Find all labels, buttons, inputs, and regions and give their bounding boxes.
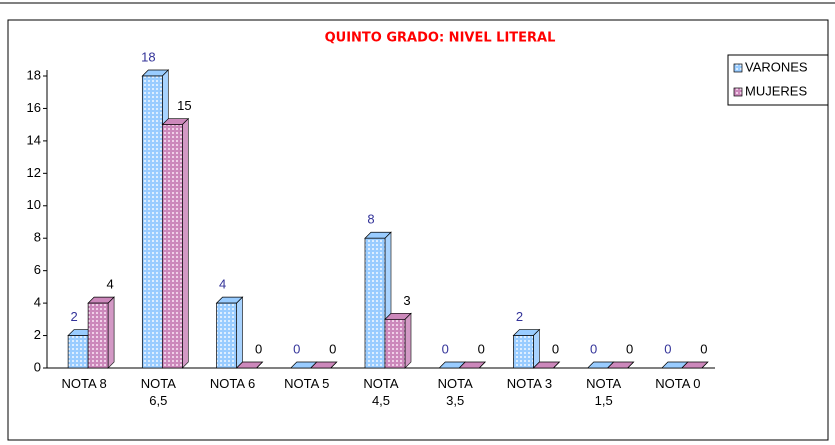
bar (216, 302, 237, 369)
y-tick-label: 16 (27, 100, 41, 115)
value-label: 8 (367, 212, 374, 227)
x-tick-label: NOTA 3 (506, 376, 553, 391)
value-label: 0 (329, 341, 336, 356)
bar-side (553, 361, 560, 369)
legend-swatch (733, 63, 743, 73)
y-tick-label: 8 (34, 230, 41, 245)
y-tick-label: 2 (34, 327, 41, 342)
bar-side (701, 361, 709, 369)
value-label: 18 (141, 49, 155, 64)
bar-side (404, 312, 412, 369)
bar (513, 335, 534, 369)
bar (87, 302, 109, 369)
legend (727, 54, 829, 106)
bar-side (181, 117, 189, 369)
x-tick-label: NOTA 4,5 (363, 376, 399, 408)
value-label: 2 (70, 309, 77, 324)
value-label: 0 (700, 341, 707, 356)
bar-side (533, 328, 540, 369)
y-tick-label: 14 (27, 132, 41, 147)
value-label: 0 (293, 341, 300, 356)
bar-side (627, 361, 634, 369)
y-tick-label: 18 (27, 67, 41, 82)
bar-side (330, 361, 338, 369)
value-label: 0 (442, 341, 449, 356)
legend-label: VARONES (745, 59, 808, 74)
value-label: 0 (590, 341, 597, 356)
y-tick-label: 12 (27, 165, 41, 180)
y-tick-label: 0 (34, 359, 41, 374)
x-tick-label: NOTA 3,5 (437, 376, 473, 408)
x-tick-label: NOTA 1,5 (586, 376, 622, 408)
value-label: 15 (177, 98, 191, 113)
bar (161, 124, 183, 369)
value-label: 4 (219, 277, 226, 292)
chart-title: QUINTO GRADO: NIVEL LITERAL (325, 31, 556, 46)
y-tick-label: 10 (27, 197, 41, 212)
legend-label: MUJERES (745, 83, 807, 98)
bar (364, 237, 386, 369)
value-label: 0 (552, 341, 559, 356)
x-tick-label: NOTA 0 (655, 376, 701, 391)
value-label: 0 (255, 341, 262, 356)
bar-side (107, 296, 115, 369)
x-tick-label: NOTA 5 (284, 376, 330, 391)
x-tick-label: NOTA 6 (209, 376, 256, 391)
bar-side (478, 361, 486, 369)
bar (67, 335, 89, 369)
x-tick-label: NOTA 6,5 (140, 376, 176, 408)
value-label: 0 (478, 341, 485, 356)
value-label: 2 (516, 309, 523, 324)
y-tick-label: 6 (34, 262, 41, 277)
value-label: 0 (626, 341, 633, 356)
y-tick-label: 4 (34, 295, 41, 310)
value-label: 3 (403, 293, 410, 308)
value-label: 4 (106, 277, 113, 292)
bar-side (256, 361, 263, 369)
bar (384, 318, 406, 369)
bar (141, 75, 163, 369)
value-label: 0 (664, 341, 671, 356)
x-tick-label: NOTA 8 (61, 376, 107, 391)
bar-side (236, 296, 243, 369)
legend-swatch (733, 87, 743, 97)
